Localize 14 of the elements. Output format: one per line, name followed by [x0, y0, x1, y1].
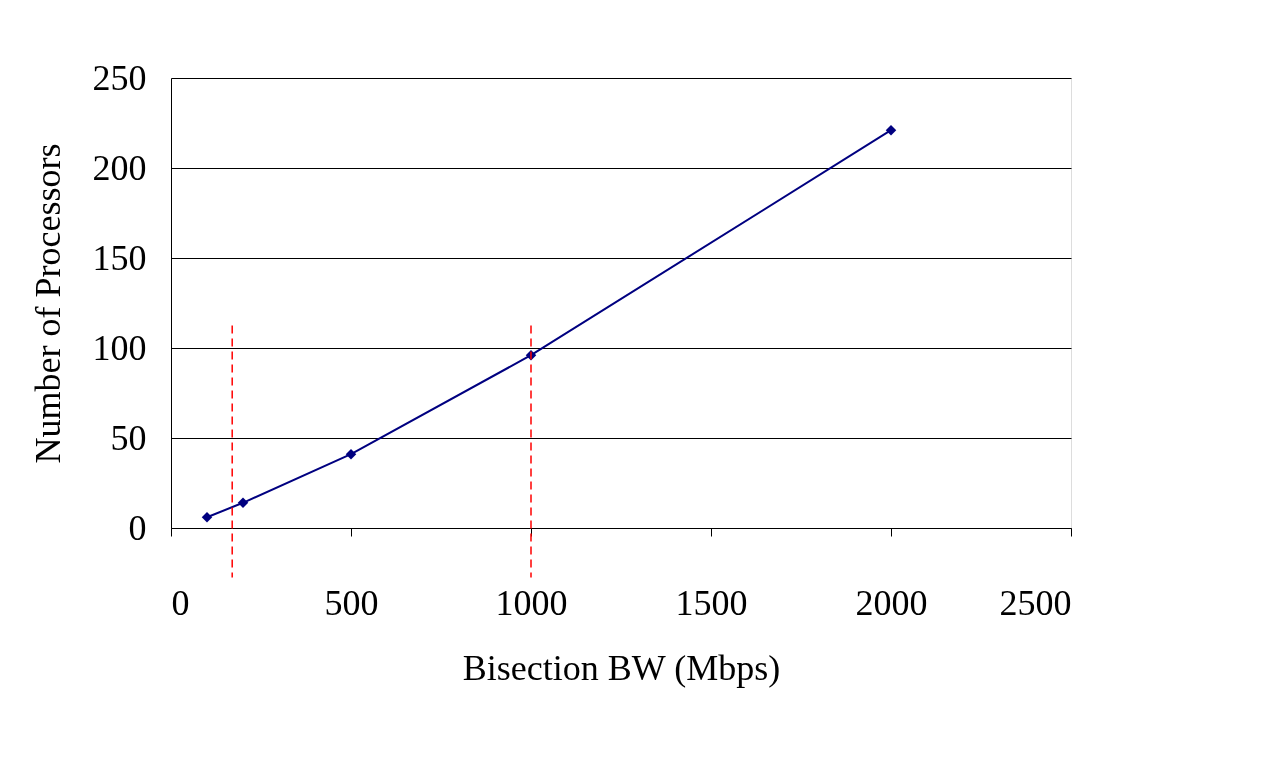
- x-tick-label: 500: [324, 582, 379, 623]
- x-axis-title: Bisection BW (Mbps): [462, 647, 781, 688]
- x-tick-label: 2500: [999, 582, 1072, 623]
- y-tick-label: 0: [128, 507, 147, 548]
- y-tick-label: 100: [92, 327, 147, 368]
- y-axis-title: Number of Processors: [27, 143, 68, 464]
- y-tick-label: 150: [92, 237, 147, 278]
- x-tick-label: 1000: [495, 582, 568, 623]
- y-tick-label: 200: [92, 147, 147, 188]
- x-tick-label: 1500: [675, 582, 748, 623]
- x-tick-label: 0: [171, 582, 190, 623]
- y-tick-label: 250: [92, 57, 147, 98]
- y-tick-label: 50: [110, 417, 147, 458]
- x-tick-label: 2000: [855, 582, 928, 623]
